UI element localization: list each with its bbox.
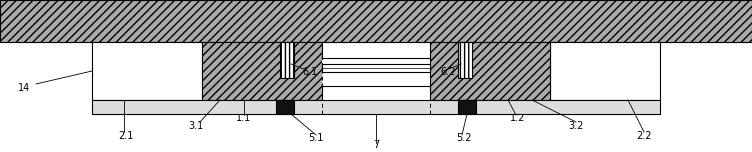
Bar (280, 42, 294, 78)
Bar (322, 64, 430, 72)
Bar (458, 42, 472, 78)
Text: 3.2: 3.2 (568, 121, 584, 131)
Text: 5.1: 5.1 (308, 133, 323, 143)
Text: 6.1: 6.1 (302, 67, 317, 77)
Text: 3.1: 3.1 (188, 121, 203, 131)
Bar (92, 100, 660, 114)
Bar (322, 58, 430, 86)
Text: 1.1: 1.1 (236, 113, 251, 123)
Bar (430, 42, 550, 100)
Text: 6.2: 6.2 (440, 67, 456, 77)
Text: 1.2: 1.2 (510, 113, 526, 123)
Text: 14: 14 (18, 83, 30, 93)
Bar (458, 100, 476, 114)
Text: 2.1: 2.1 (118, 131, 133, 141)
Text: 2.2: 2.2 (636, 131, 651, 141)
Bar (202, 42, 322, 100)
Bar (550, 42, 660, 100)
Bar (0, 0, 752, 42)
Bar (92, 42, 202, 100)
Text: 7: 7 (373, 140, 379, 150)
Bar (276, 100, 294, 114)
Text: 5.2: 5.2 (456, 133, 472, 143)
